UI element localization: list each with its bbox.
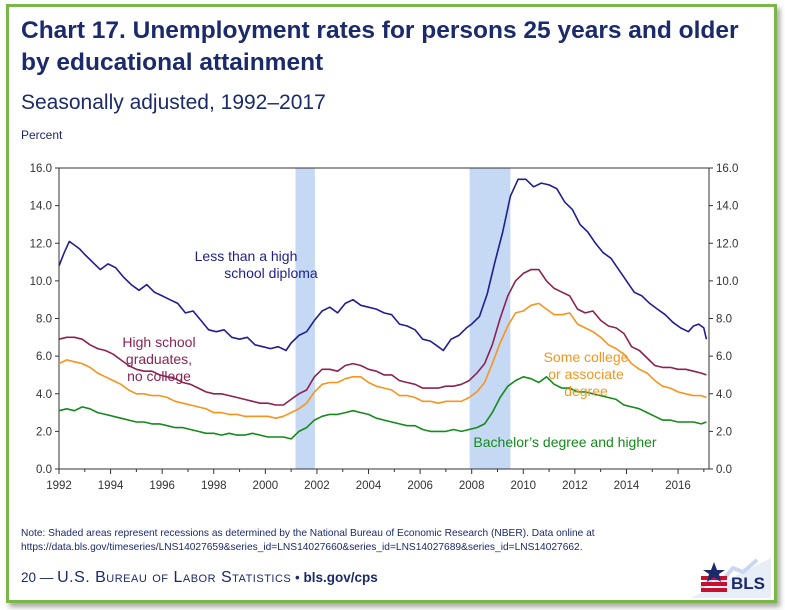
series-lines [58, 178, 708, 440]
recession-band-2 [469, 168, 511, 469]
footer-bullet: • [295, 570, 300, 585]
bls-logo-icon [691, 558, 771, 598]
x-tick-label: 2016 [665, 480, 691, 492]
y-tick-label-right: 10.0 [716, 276, 738, 288]
y-axis-unit-label: Percent [21, 128, 63, 142]
x-tick-label: 2004 [356, 480, 382, 492]
series-line-some-college [58, 302, 707, 420]
series-label-line: High school [122, 334, 195, 350]
series-label-line: Bachelor’s degree and higher [473, 434, 657, 450]
footer-link[interactable]: bls.gov/cps [303, 570, 378, 585]
x-tick-label: 2000 [253, 480, 279, 492]
x-tick-label: 1992 [46, 480, 72, 492]
series-line-hs-grad [58, 268, 707, 406]
y-tick-label-right: 4.0 [716, 389, 732, 401]
series-label-bachelors: Bachelor’s degree and higher [473, 434, 657, 450]
y-tick-label-right: 0.0 [716, 464, 732, 476]
x-tick-label: 2012 [562, 480, 588, 492]
chart-frame: Chart 17. Unemployment rates for persons… [6, 4, 777, 603]
x-tick-label: 1994 [98, 480, 124, 492]
x-tick-label: 2008 [459, 480, 485, 492]
x-tick-label: 1998 [201, 480, 227, 492]
chart-title: Chart 17. Unemployment rates for persons… [21, 17, 739, 76]
y-tick-label-left: 12.0 [30, 238, 52, 250]
y-tick-label-right: 6.0 [716, 351, 732, 363]
series-label-line: degree [564, 383, 608, 399]
series-line-less-than-hs [58, 178, 708, 352]
y-tick-label-right: 12.0 [716, 238, 738, 250]
x-tick-label: 1996 [149, 480, 175, 492]
series-label-line: graduates, [126, 351, 192, 367]
footer: 20 — U.S. Bureau of Labor Statistics • b… [21, 569, 378, 587]
series-labels: Less than a high school diploma High schoo… [122, 248, 656, 450]
series-label-line: or associate [548, 366, 624, 382]
page-number: 20 [21, 570, 37, 585]
y-tick-label-right: 2.0 [716, 426, 732, 438]
x-tick-label: 2010 [510, 480, 536, 492]
recession-band-1 [295, 168, 315, 469]
series-label-less-than-hs: Less than a high school diploma [195, 248, 318, 281]
footer-dash: — [39, 570, 54, 585]
y-tick-label-right: 8.0 [716, 314, 732, 326]
y-tick-label-left: 14.0 [30, 201, 52, 213]
y-tick-label-left: 8.0 [36, 314, 52, 326]
series-line-bachelors [58, 375, 707, 440]
series-label-some-college: Some college or associate degree [544, 349, 629, 399]
y-tick-label-left: 4.0 [36, 389, 52, 401]
y-tick-label-right: 14.0 [716, 201, 738, 213]
x-tick-label: 2006 [407, 480, 433, 492]
y-tick-label-left: 16.0 [30, 163, 52, 175]
x-tick-label: 2014 [614, 480, 640, 492]
series-label-line: Less than a high [195, 248, 298, 264]
series-label-line: no college [127, 368, 191, 384]
series-label-hs-grad: High school graduates, no college [122, 334, 195, 384]
bls-logo-text: BLS [731, 574, 765, 593]
y-tick-label-right: 16.0 [716, 163, 738, 175]
recession-bands [295, 168, 511, 469]
x-tick-label: 2002 [304, 480, 330, 492]
series-label-line: Some college [544, 349, 629, 365]
y-tick-label-left: 0.0 [36, 464, 52, 476]
chart-subtitle: Seasonally adjusted, 1992–2017 [21, 91, 326, 114]
agency-name: U.S. Bureau of Labor Statistics [57, 569, 292, 586]
source-note: Note: Shaded areas represent recessions … [21, 528, 595, 553]
series-label-line: school diploma [224, 265, 318, 281]
y-tick-label-left: 6.0 [36, 351, 52, 363]
unemployment-line-chart: 0.0 0.0 2.0 2.0 4.0 4.0 6.0 6.0 8.0 8.0 10.0 10.0 12… [30, 163, 739, 492]
y-tick-label-left: 2.0 [36, 426, 52, 438]
axis-ticks: 0.0 0.0 2.0 2.0 4.0 4.0 6.0 6.0 8.0 8.0 10.0 10.0 12… [30, 163, 739, 492]
y-tick-label-left: 10.0 [30, 276, 52, 288]
